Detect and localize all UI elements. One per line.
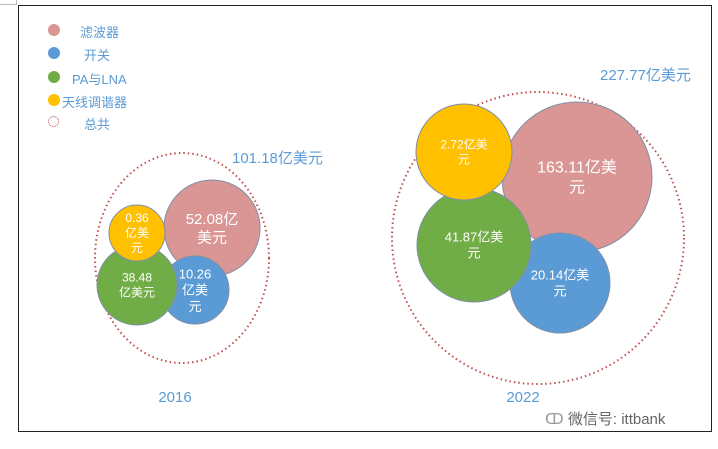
total-bubble-2022 [391,91,685,385]
bubble-label: 元 [553,284,566,299]
year-label: 2022 [506,389,539,406]
legend-marker-3 [48,94,60,106]
chart-frame [18,5,712,432]
bubble-label: 美元 [197,230,227,247]
total-label: 227.77亿美元 [600,67,691,84]
legend-marker-4 [48,116,59,127]
wechat-icon: ↀ [545,411,564,428]
total-label: 101.18亿美元 [232,150,323,167]
legend-label: 开关 [84,48,111,63]
bubble-label: 元 [458,153,470,167]
bubble-2022-3 [415,103,513,201]
total-bubble-2016 [94,152,270,364]
bubble-label: 亿美 [125,225,149,240]
bubble-label: 0.36 [125,211,149,225]
bubble-label: 2.72亿美 [440,137,487,152]
legend-label: 滤波器 [80,25,120,40]
bubble-label: 元 [188,299,201,314]
bubble-2016-3 [108,204,166,262]
legend-marker-1 [48,47,60,59]
legend-marker-0 [48,24,60,36]
legend-label: 总共 [84,117,111,132]
watermark: ↀ 微信号: ittbank [545,411,666,428]
bubble-label: 元 [467,246,480,261]
corner-mark [0,0,17,5]
year-label: 2016 [158,389,191,406]
bubble-label: 10.26 [179,266,212,281]
legend-marker-2 [48,71,60,83]
legend-label: 天线调谐器 [62,95,128,110]
bubble-label: 元 [569,180,585,197]
legend-label: PA与LNA [72,72,127,87]
bubble-label: 38.48 [122,271,152,285]
bubble-label: 亿美 [182,283,208,298]
bubble-label: 亿美元 [119,285,155,300]
bubble-label: 163.11亿美 [537,159,617,177]
bubble-label: 52.08亿 [186,211,239,228]
bubble-label: 41.87亿美 [445,229,504,244]
bubble-label: 元 [131,241,143,255]
bubble-label: 20.14亿美 [531,267,590,282]
